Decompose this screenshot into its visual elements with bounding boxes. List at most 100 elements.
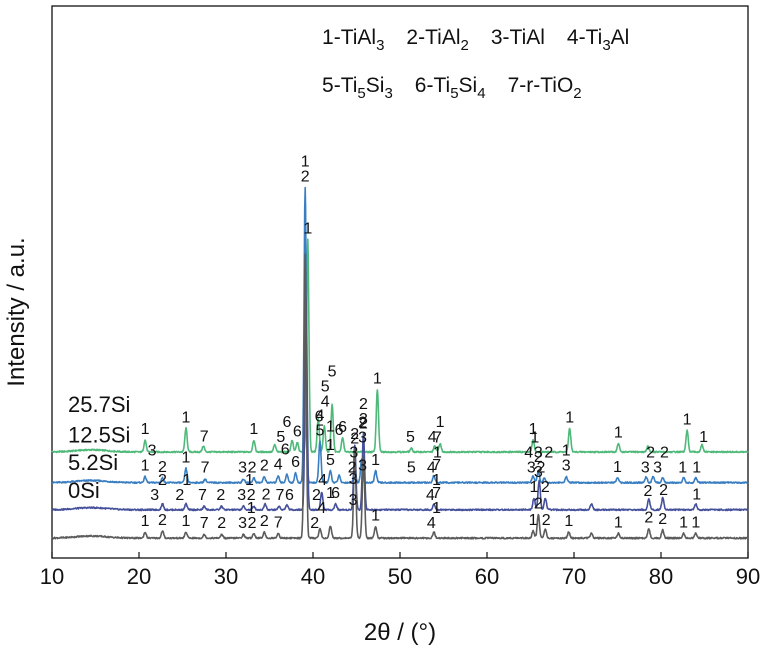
legend-entry: 4-Ti3Al xyxy=(567,26,629,54)
peak-label: 4 xyxy=(321,393,330,410)
peak-label: 1 xyxy=(562,443,571,460)
peak-label: 1 xyxy=(182,472,191,489)
peak-label: 2 xyxy=(359,396,368,413)
peak-label: 2 xyxy=(358,415,367,432)
peak-label: 4 xyxy=(274,457,283,474)
legend-entry: 2-TiAl2 xyxy=(406,26,468,54)
peak-label: 6 xyxy=(282,414,291,431)
peak-label: 1 xyxy=(564,513,573,530)
peak-label: 5 xyxy=(328,363,337,380)
peak-label: 1 xyxy=(614,425,623,442)
peak-label: 1 xyxy=(433,445,442,462)
peak-label: 1 xyxy=(245,472,254,489)
peak-label: 7 xyxy=(432,457,441,474)
peak-label: 5 xyxy=(407,460,416,477)
peak-label: 1 xyxy=(436,414,445,431)
peak-label: 1 xyxy=(432,500,441,517)
peak-label: 1 xyxy=(141,513,150,530)
peak-label: 2 xyxy=(158,472,167,489)
peak-label: 2 xyxy=(541,479,550,496)
peak-label: 3 xyxy=(349,492,358,509)
peak-label: 2 xyxy=(247,487,256,504)
peak-label: 2 xyxy=(350,426,359,443)
peak-label: 1 xyxy=(326,437,335,454)
x-tick-label: 30 xyxy=(214,564,238,589)
peak-label: 1 xyxy=(141,421,150,438)
peak-label: 7 xyxy=(433,430,442,447)
peak-label: 2 xyxy=(262,486,271,503)
peak-label: 2 xyxy=(644,510,653,527)
y-axis-title: Intensity / a.u. xyxy=(3,237,30,386)
peak-label: 7 xyxy=(201,460,210,477)
peak-label: 1 xyxy=(692,486,701,503)
x-tick-label: 40 xyxy=(301,564,325,589)
peak-label: 1 xyxy=(692,460,701,477)
peak-label: 1 xyxy=(565,409,574,426)
series-line xyxy=(51,238,749,454)
peak-label: 1 xyxy=(141,458,150,475)
peak-label: 4 xyxy=(318,472,327,489)
peak-label: 1 xyxy=(326,419,335,436)
peak-label: 6 xyxy=(285,487,294,504)
peak-label: 3 xyxy=(358,430,367,447)
peak-label: 2 xyxy=(659,482,668,499)
legend-entry: 6-Ti5Si4 xyxy=(415,74,486,102)
peak-label: 7 xyxy=(198,487,207,504)
peak-label: 3 xyxy=(238,515,247,532)
peak-label: 1 xyxy=(326,485,335,502)
peak-label: 1 xyxy=(699,429,708,446)
peak-label: 2 xyxy=(534,495,543,512)
peak-label: 2 xyxy=(534,449,543,466)
peak-label: 3 xyxy=(359,411,368,428)
peak-label: 3 xyxy=(653,460,662,477)
peak-label: 1 xyxy=(373,370,382,387)
x-tick-label: 60 xyxy=(475,564,499,589)
peak-label: 4 xyxy=(427,515,436,532)
peak-label: 1 xyxy=(432,472,441,489)
peak-label: 2 xyxy=(536,460,545,477)
peak-label: 6 xyxy=(335,422,344,439)
peak-label: 1 xyxy=(530,430,539,447)
peak-label: 3 xyxy=(238,460,247,477)
peak-label: 2 xyxy=(542,512,551,529)
legend-entry: 7-r-TiO2 xyxy=(508,74,582,102)
peak-label: 6 xyxy=(281,442,290,459)
peak-label: 7 xyxy=(274,514,283,531)
peak-label: 7 xyxy=(200,515,209,532)
peak-label: 3 xyxy=(527,460,536,477)
peak-label: 5 xyxy=(321,378,330,395)
peak-label: 7 xyxy=(432,485,441,502)
peak-label: 1 xyxy=(529,421,538,438)
peak-label: 6 xyxy=(293,424,302,441)
peak-label: 4 xyxy=(317,500,326,517)
peak-label: 2 xyxy=(158,512,167,529)
peak-label: 1 xyxy=(691,514,700,531)
peak-label: 7 xyxy=(200,429,209,446)
peak-label: 3 xyxy=(237,487,246,504)
peak-label: 1 xyxy=(371,452,380,469)
peak-label: 2 xyxy=(660,445,669,462)
peak-label: 1 xyxy=(303,221,312,238)
x-axis-title: 2θ / (°) xyxy=(364,619,436,646)
peak-label: 4 xyxy=(426,487,435,504)
peak-label: 2 xyxy=(310,515,319,532)
x-tick-label: 10 xyxy=(40,564,64,589)
peak-label: 2 xyxy=(260,513,269,530)
peak-label: 3 xyxy=(349,471,358,488)
peak-label: 1 xyxy=(614,514,623,531)
legend: 1-TiAl3 2-TiAl2 3-TiAl 4-Ti3Al 5-Ti5Si3 6-Ti5… xyxy=(322,26,629,102)
peak-label: 5 xyxy=(326,452,335,469)
peak-label: 2 xyxy=(260,458,269,475)
peak-label: 3 xyxy=(148,443,157,460)
peak-label: 1 xyxy=(182,409,191,426)
peak-label: 4 xyxy=(524,445,533,462)
peak-label: 2 xyxy=(643,483,652,500)
series-layer xyxy=(51,186,749,540)
peak-label: 2 xyxy=(158,459,167,476)
peak-label: 4 xyxy=(316,407,325,424)
legend-entry: 1-TiAl3 xyxy=(322,26,384,54)
legend-entry: 3-TiAl xyxy=(491,26,545,49)
x-tick-label: 50 xyxy=(388,564,412,589)
